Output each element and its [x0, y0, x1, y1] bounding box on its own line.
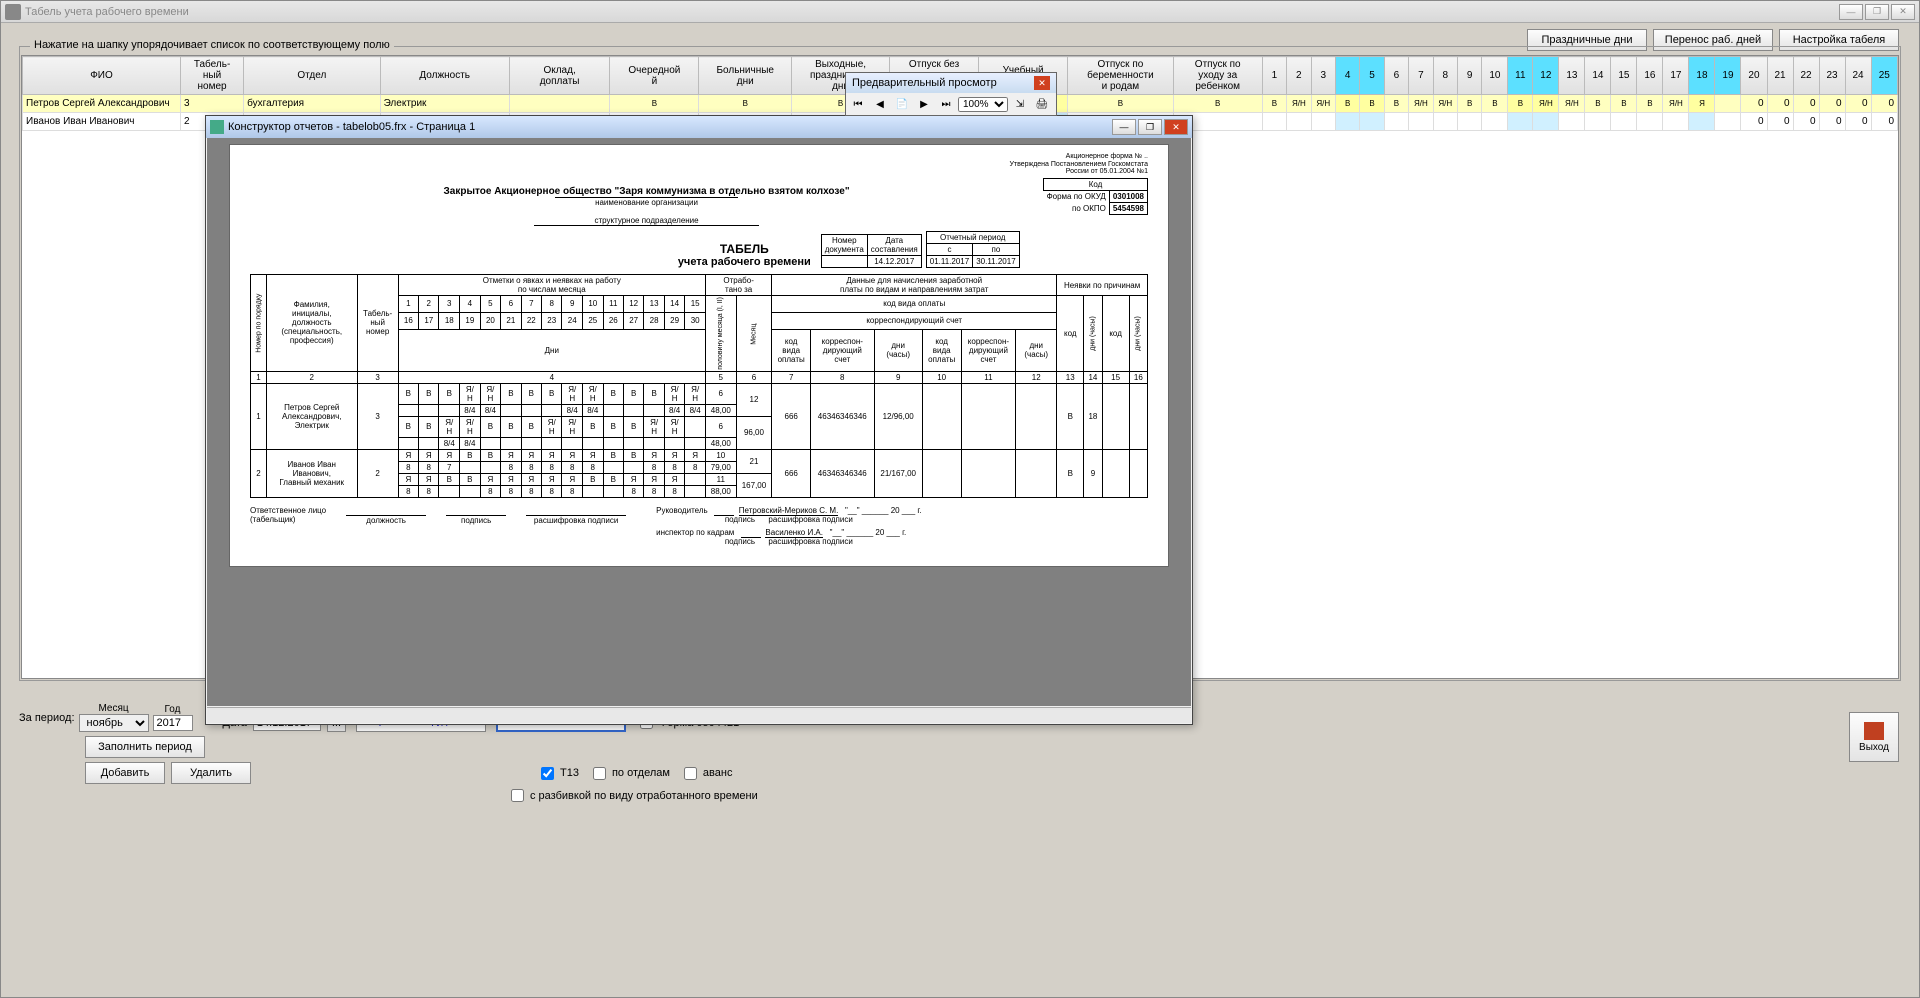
- day-header-12[interactable]: 12: [1533, 57, 1559, 95]
- col-childcare[interactable]: Отпуск по уходу за ребенком: [1173, 57, 1262, 95]
- report-minimize-button[interactable]: —: [1112, 119, 1136, 135]
- col-salary[interactable]: Оклад, доплаты: [509, 57, 610, 95]
- day-header-14[interactable]: 14: [1585, 57, 1611, 95]
- zoom-select[interactable]: 100%: [958, 97, 1008, 112]
- close-button[interactable]: ✕: [1891, 4, 1915, 20]
- timesheet-table: Номер по порядкуФамилия,инициалы,должнос…: [250, 274, 1148, 498]
- month-select[interactable]: ноябрь: [79, 714, 149, 732]
- day-header-21[interactable]: 21: [1767, 57, 1793, 95]
- col-sick[interactable]: Больничные дни: [699, 57, 792, 95]
- next-page-icon[interactable]: ▶: [914, 95, 934, 113]
- col-tabnum[interactable]: Табель- ный номер: [180, 57, 243, 95]
- day-header-5[interactable]: 5: [1360, 57, 1384, 95]
- advance-checkbox[interactable]: аванс: [680, 764, 733, 783]
- report-icon: [210, 120, 224, 134]
- delete-button[interactable]: Удалить: [171, 762, 251, 784]
- add-button[interactable]: Добавить: [85, 762, 165, 784]
- exit-button[interactable]: Выход: [1849, 712, 1899, 762]
- app-titlebar: Табель учета рабочего времени — ❐ ✕: [1, 1, 1919, 23]
- report-titlebar[interactable]: Конструктор отчетов - tabelob05.frx - Ст…: [206, 116, 1192, 138]
- day-header-25[interactable]: 25: [1871, 57, 1897, 95]
- day-header-7[interactable]: 7: [1409, 57, 1433, 95]
- report-title: Конструктор отчетов - tabelob05.frx - Ст…: [228, 121, 475, 133]
- minimize-button[interactable]: —: [1839, 4, 1863, 20]
- day-header-20[interactable]: 20: [1741, 57, 1767, 95]
- col-fio[interactable]: ФИО: [23, 57, 181, 95]
- day-header-17[interactable]: 17: [1663, 57, 1689, 95]
- day-header-9[interactable]: 9: [1457, 57, 1481, 95]
- day-header-3[interactable]: 3: [1311, 57, 1335, 95]
- by-dept-checkbox[interactable]: по отделам: [589, 764, 670, 783]
- period-label: За период:: [19, 712, 75, 724]
- first-page-icon[interactable]: ⏮: [848, 95, 868, 113]
- report-scrollbar[interactable]: [207, 707, 1191, 723]
- day-header-8[interactable]: 8: [1433, 57, 1457, 95]
- print-icon[interactable]: 🖨: [1032, 95, 1052, 113]
- day-header-22[interactable]: 22: [1793, 57, 1819, 95]
- month-label: Месяц: [79, 703, 149, 714]
- day-header-24[interactable]: 24: [1845, 57, 1871, 95]
- day-header-10[interactable]: 10: [1482, 57, 1508, 95]
- preview-toolbar-title[interactable]: Предварительный просмотр ✕: [846, 73, 1056, 93]
- app-icon: [5, 4, 21, 20]
- breakdown-checkbox[interactable]: с разбивкой по виду отработанного времен…: [507, 786, 758, 805]
- export-icon[interactable]: ⇲: [1010, 95, 1030, 113]
- exit-icon: [1864, 722, 1884, 740]
- report-body[interactable]: Акционерное форма № .. Утверждена Постан…: [207, 138, 1191, 706]
- goto-page-icon[interactable]: 📄: [892, 95, 912, 113]
- year-input[interactable]: [153, 715, 193, 731]
- window-controls: — ❐ ✕: [1839, 4, 1915, 20]
- day-header-16[interactable]: 16: [1637, 57, 1663, 95]
- day-header-2[interactable]: 2: [1287, 57, 1311, 95]
- preview-close-button[interactable]: ✕: [1034, 76, 1050, 90]
- t13-checkbox[interactable]: Т13: [537, 764, 579, 783]
- group-title: Нажатие на шапку упорядочивает список по…: [30, 39, 394, 51]
- report-page: Акционерное форма № .. Утверждена Постан…: [229, 144, 1169, 567]
- col-pregnancy[interactable]: Отпуск по беременности и родам: [1068, 57, 1174, 95]
- day-header-13[interactable]: 13: [1559, 57, 1585, 95]
- app-title: Табель учета рабочего времени: [25, 6, 189, 18]
- fill-period-button[interactable]: Заполнить период: [85, 736, 205, 758]
- day-header-23[interactable]: 23: [1819, 57, 1845, 95]
- day-header-4[interactable]: 4: [1335, 57, 1359, 95]
- maximize-button[interactable]: ❐: [1865, 4, 1889, 20]
- col-dept[interactable]: Отдел: [244, 57, 380, 95]
- year-label: Год: [153, 704, 193, 715]
- day-header-18[interactable]: 18: [1689, 57, 1715, 95]
- day-header-19[interactable]: 19: [1715, 57, 1741, 95]
- prev-page-icon[interactable]: ◀: [870, 95, 890, 113]
- day-header-11[interactable]: 11: [1508, 57, 1533, 95]
- last-page-icon[interactable]: ⏭: [936, 95, 956, 113]
- day-header-15[interactable]: 15: [1611, 57, 1637, 95]
- report-window-controls: — ❐ ✕: [1112, 119, 1188, 135]
- preview-toolbar[interactable]: Предварительный просмотр ✕ ⏮ ◀ 📄 ▶ ⏭ 100…: [845, 72, 1057, 116]
- col-vacation[interactable]: Очередной й: [610, 57, 699, 95]
- report-close-button[interactable]: ✕: [1164, 119, 1188, 135]
- day-header-1[interactable]: 1: [1262, 57, 1286, 95]
- report-maximize-button[interactable]: ❐: [1138, 119, 1162, 135]
- col-role[interactable]: Должность: [380, 57, 509, 95]
- day-header-6[interactable]: 6: [1384, 57, 1408, 95]
- report-window: Конструктор отчетов - tabelob05.frx - Ст…: [205, 115, 1193, 725]
